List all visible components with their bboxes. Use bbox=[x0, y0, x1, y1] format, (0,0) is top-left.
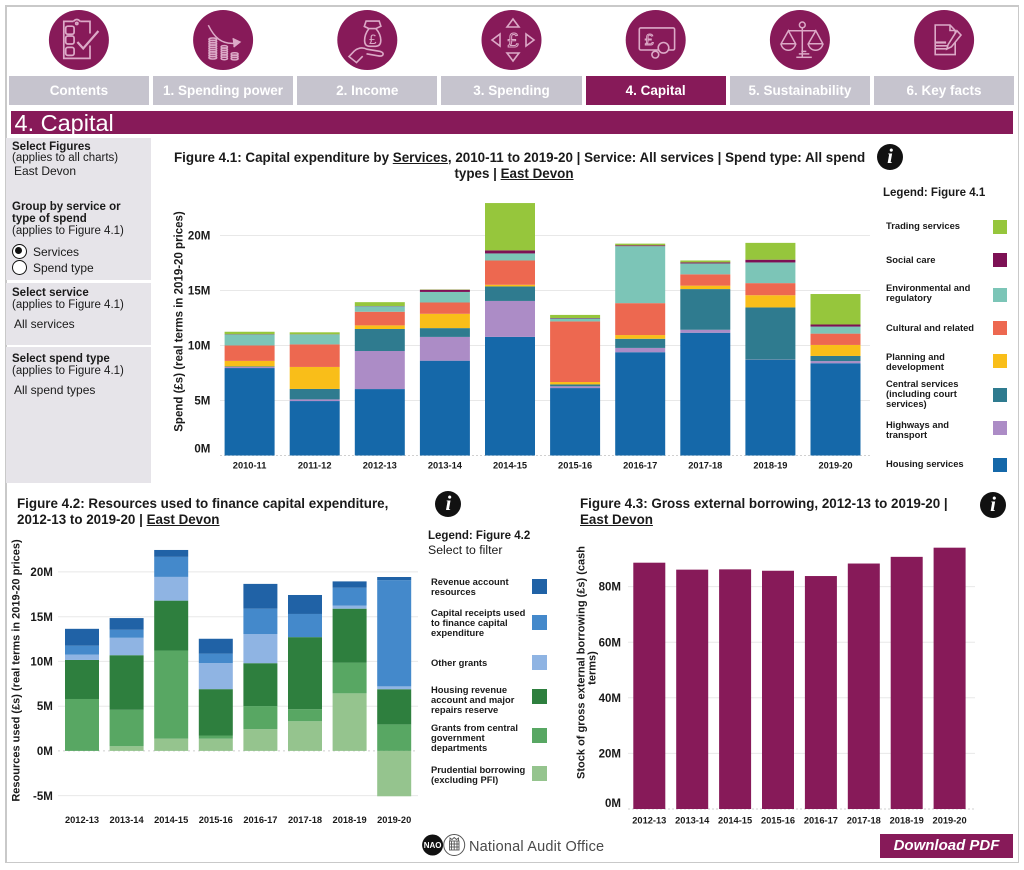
svg-text:2010-11: 2010-11 bbox=[233, 461, 267, 471]
svg-text:-5M: -5M bbox=[33, 791, 53, 803]
svg-text:2018-19: 2018-19 bbox=[333, 815, 367, 825]
svg-text:Stock of gross external borrow: Stock of gross external borrowing (£s) (… bbox=[576, 546, 588, 779]
svg-text:2014-15: 2014-15 bbox=[718, 816, 752, 826]
svg-text:2013-14: 2013-14 bbox=[428, 461, 463, 471]
svg-text:2012-13: 2012-13 bbox=[65, 815, 99, 825]
svg-text:15M: 15M bbox=[188, 286, 210, 298]
svg-text:20M: 20M bbox=[30, 567, 52, 579]
svg-text:2014-15: 2014-15 bbox=[154, 815, 188, 825]
svg-text:£: £ bbox=[369, 32, 377, 47]
svg-text:2019-20: 2019-20 bbox=[377, 815, 411, 825]
svg-text:terms): terms) bbox=[587, 651, 599, 685]
svg-text:20M: 20M bbox=[188, 231, 210, 243]
svg-text:10M: 10M bbox=[188, 341, 210, 353]
svg-text:60M: 60M bbox=[599, 637, 621, 649]
svg-text:2012-13: 2012-13 bbox=[632, 816, 666, 826]
svg-text:2019-20: 2019-20 bbox=[933, 816, 967, 826]
svg-text:2016-17: 2016-17 bbox=[243, 815, 277, 825]
svg-text:NAO: NAO bbox=[424, 841, 442, 850]
svg-text:80M: 80M bbox=[599, 582, 621, 594]
svg-text:10M: 10M bbox=[30, 657, 52, 669]
svg-text:2012-13: 2012-13 bbox=[363, 461, 397, 471]
svg-text:2015-16: 2015-16 bbox=[199, 815, 233, 825]
svg-text:2015-16: 2015-16 bbox=[558, 461, 592, 471]
svg-text:5M: 5M bbox=[37, 701, 53, 713]
svg-text:2017-18: 2017-18 bbox=[847, 816, 881, 826]
svg-text:2017-18: 2017-18 bbox=[288, 815, 322, 825]
svg-text:5M: 5M bbox=[194, 396, 210, 408]
svg-text:£: £ bbox=[645, 32, 654, 49]
svg-text:2016-17: 2016-17 bbox=[623, 461, 657, 471]
svg-text:2014-15: 2014-15 bbox=[493, 461, 527, 471]
svg-text:0M: 0M bbox=[37, 746, 53, 758]
svg-text:Spend (£s) (real terms in 2019: Spend (£s) (real terms in 2019-20 prices… bbox=[174, 211, 186, 432]
svg-text:2018-19: 2018-19 bbox=[753, 461, 787, 471]
svg-text:2016-17: 2016-17 bbox=[804, 816, 838, 826]
svg-text:2015-16: 2015-16 bbox=[761, 816, 795, 826]
svg-text:40M: 40M bbox=[599, 693, 621, 705]
svg-text:£: £ bbox=[507, 30, 518, 52]
svg-text:20M: 20M bbox=[599, 749, 621, 761]
svg-text:2017-18: 2017-18 bbox=[688, 461, 722, 471]
svg-text:2013-14: 2013-14 bbox=[110, 815, 145, 825]
svg-text:2018-19: 2018-19 bbox=[890, 816, 924, 826]
svg-text:2019-20: 2019-20 bbox=[818, 461, 852, 471]
svg-text:0M: 0M bbox=[605, 798, 621, 810]
svg-text:2011-12: 2011-12 bbox=[298, 461, 332, 471]
svg-text:0M: 0M bbox=[194, 443, 210, 455]
svg-text:15M: 15M bbox=[30, 612, 52, 624]
svg-text:2013-14: 2013-14 bbox=[675, 816, 710, 826]
svg-text:Resources used (£s) (real term: Resources used (£s) (real terms in 2019-… bbox=[10, 539, 22, 802]
